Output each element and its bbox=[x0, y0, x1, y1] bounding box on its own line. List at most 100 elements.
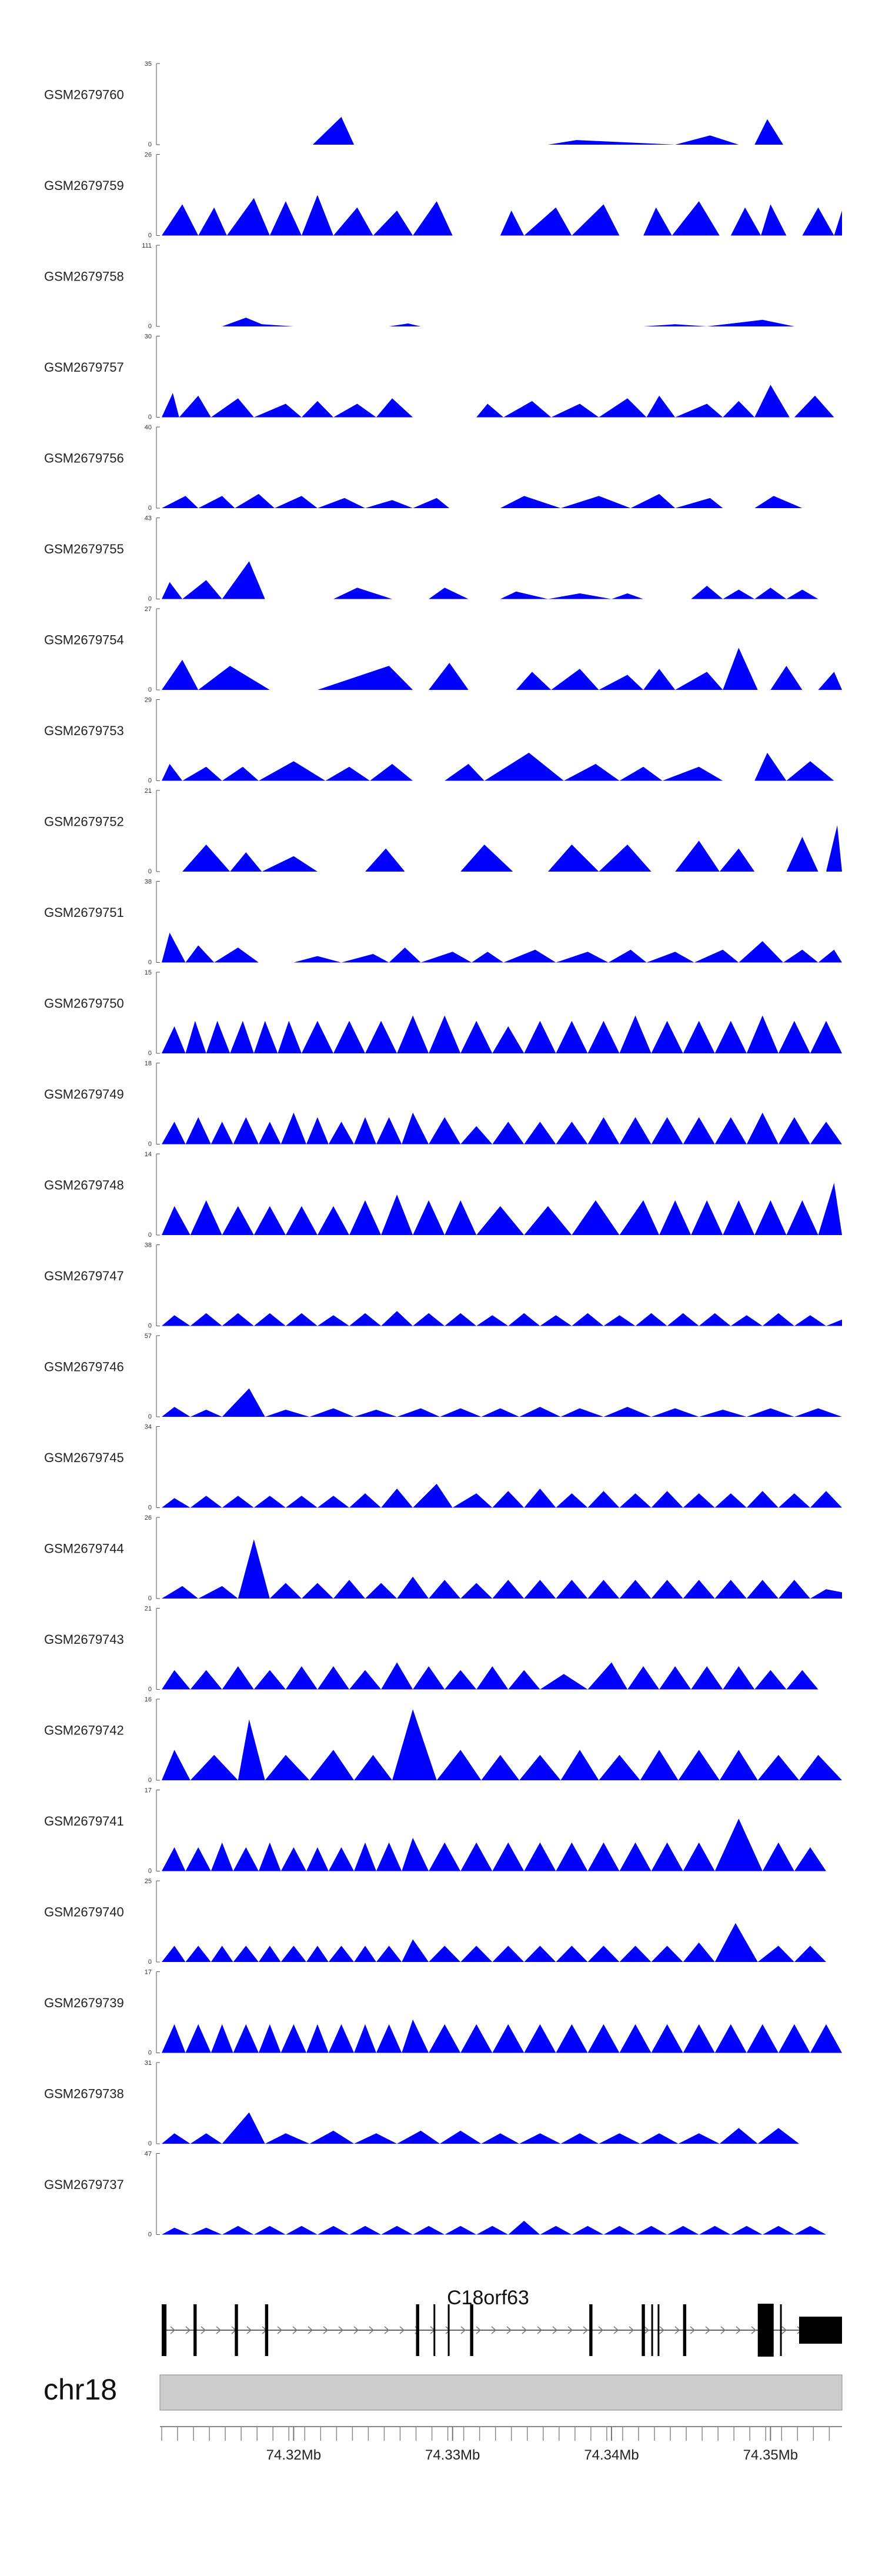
y-min-label: 0 bbox=[148, 1504, 152, 1511]
strand-arrow bbox=[583, 2326, 589, 2334]
strand-arrow bbox=[460, 2326, 466, 2334]
exon bbox=[447, 2304, 450, 2356]
y-min-label: 0 bbox=[148, 232, 152, 239]
y-min-label: 0 bbox=[148, 1141, 152, 1148]
track-GSM2679744: GSM2679744 26 0 bbox=[44, 1514, 842, 1602]
track-GSM2679740: GSM2679740 25 0 bbox=[44, 1878, 842, 1966]
strand-arrow bbox=[216, 2326, 222, 2334]
track-label: GSM2679750 bbox=[44, 996, 124, 1011]
strand-arrow bbox=[567, 2326, 573, 2334]
exon bbox=[162, 2304, 167, 2356]
track-GSM2679748: GSM2679748 14 0 bbox=[44, 1151, 842, 1239]
track-label: GSM2679742 bbox=[44, 1723, 124, 1738]
track-label: GSM2679758 bbox=[44, 269, 124, 284]
gene-model-track: C18orf63 bbox=[162, 2287, 842, 2357]
track-label: GSM2679759 bbox=[44, 178, 124, 193]
strand-arrow bbox=[185, 2326, 191, 2334]
strand-arrows bbox=[170, 2326, 833, 2334]
coverage-area bbox=[162, 493, 842, 508]
exon bbox=[416, 2304, 419, 2356]
track-GSM2679742: GSM2679742 16 0 bbox=[44, 1696, 842, 1784]
y-max-label: 18 bbox=[145, 1060, 152, 1067]
track-label: GSM2679752 bbox=[44, 815, 124, 829]
y-max-label: 21 bbox=[145, 788, 152, 795]
axis-tick-label: 74.35Mb bbox=[743, 2447, 798, 2463]
y-max-label: 25 bbox=[145, 1878, 152, 1885]
track-label: GSM2679751 bbox=[44, 905, 124, 920]
y-min-label: 0 bbox=[148, 1323, 152, 1330]
y-min-label: 0 bbox=[148, 1413, 152, 1420]
track-label: GSM2679760 bbox=[44, 88, 124, 102]
y-max-label: 17 bbox=[145, 1969, 152, 1976]
strand-arrow bbox=[506, 2326, 512, 2334]
y-min-label: 0 bbox=[148, 1595, 152, 1602]
y-max-label: 38 bbox=[145, 1242, 152, 1249]
strand-arrow bbox=[308, 2326, 313, 2334]
y-max-label: 14 bbox=[145, 1151, 152, 1158]
y-min-label: 0 bbox=[148, 778, 152, 785]
strand-arrow bbox=[246, 2326, 252, 2334]
y-max-label: 30 bbox=[145, 333, 152, 341]
coverage-area bbox=[162, 2112, 842, 2144]
y-min-label: 0 bbox=[148, 959, 152, 966]
y-min-label: 0 bbox=[148, 1686, 152, 1693]
strand-arrow bbox=[491, 2326, 497, 2334]
y-max-label: 40 bbox=[145, 424, 152, 431]
y-max-label: 34 bbox=[145, 1424, 152, 1431]
y-min-label: 0 bbox=[148, 1050, 152, 1057]
y-max-label: 57 bbox=[145, 1333, 152, 1340]
y-max-label: 21 bbox=[145, 1606, 152, 1613]
coverage-area bbox=[162, 385, 842, 418]
track-GSM2679760: GSM2679760 35 0 bbox=[44, 61, 842, 148]
strand-arrow bbox=[170, 2326, 176, 2334]
gene-name-label: C18orf63 bbox=[447, 2287, 529, 2309]
y-max-label: 26 bbox=[145, 1514, 152, 1521]
exon bbox=[780, 2304, 782, 2356]
strand-arrow bbox=[659, 2326, 665, 2334]
y-max-label: 111 bbox=[142, 242, 152, 249]
track-GSM2679751: GSM2679751 38 0 bbox=[44, 879, 842, 966]
y-max-label: 47 bbox=[145, 2151, 152, 2158]
axis-ticks: 74.32Mb 74.33Mb 74.34Mb 74.35Mb bbox=[161, 2427, 830, 2463]
y-min-label: 0 bbox=[148, 2231, 152, 2238]
strand-arrow bbox=[399, 2326, 405, 2334]
y-min-label: 0 bbox=[148, 596, 152, 603]
y-max-label: 38 bbox=[145, 879, 152, 886]
track-label: GSM2679744 bbox=[44, 1541, 124, 1556]
track-label: GSM2679754 bbox=[44, 633, 124, 648]
track-label: GSM2679756 bbox=[44, 451, 124, 466]
coverage-area bbox=[162, 648, 842, 690]
coverage-area bbox=[162, 1311, 842, 1326]
strand-arrow bbox=[384, 2326, 390, 2334]
strand-arrow bbox=[552, 2326, 558, 2334]
coverage-area bbox=[162, 752, 842, 781]
track-label: GSM2679755 bbox=[44, 542, 124, 556]
track-label: GSM2679749 bbox=[44, 1087, 124, 1102]
coverage-area bbox=[162, 1923, 842, 1962]
y-max-label: 16 bbox=[145, 1696, 152, 1703]
axis-tick-label: 74.33Mb bbox=[425, 2447, 480, 2463]
exon bbox=[657, 2304, 660, 2356]
y-min-label: 0 bbox=[148, 414, 152, 421]
strand-arrow bbox=[705, 2326, 711, 2334]
strand-arrow bbox=[445, 2326, 451, 2334]
exon bbox=[651, 2304, 653, 2356]
strand-arrow bbox=[751, 2326, 757, 2334]
strand-arrow bbox=[323, 2326, 329, 2334]
coverage-area bbox=[162, 825, 842, 872]
track-label: GSM2679746 bbox=[44, 1360, 124, 1374]
exon bbox=[683, 2304, 687, 2356]
coverage-tracks: GSM2679760 35 0 GSM2679759 26 0 GSM2679758 111 0… bbox=[44, 61, 842, 2238]
coverage-area bbox=[162, 1483, 842, 1508]
track-label: GSM2679737 bbox=[44, 2177, 124, 2192]
track-GSM2679746: GSM2679746 57 0 bbox=[44, 1333, 842, 1420]
coverage-area bbox=[162, 1015, 842, 1053]
coverage-area bbox=[162, 1709, 842, 1780]
track-GSM2679756: GSM2679756 40 0 bbox=[44, 424, 842, 512]
track-GSM2679738: GSM2679738 31 0 bbox=[44, 2060, 842, 2147]
track-label: GSM2679745 bbox=[44, 1450, 124, 1465]
y-min-label: 0 bbox=[148, 1232, 152, 1239]
exon bbox=[642, 2304, 645, 2356]
exon bbox=[757, 2304, 774, 2357]
y-max-label: 31 bbox=[145, 2060, 152, 2067]
